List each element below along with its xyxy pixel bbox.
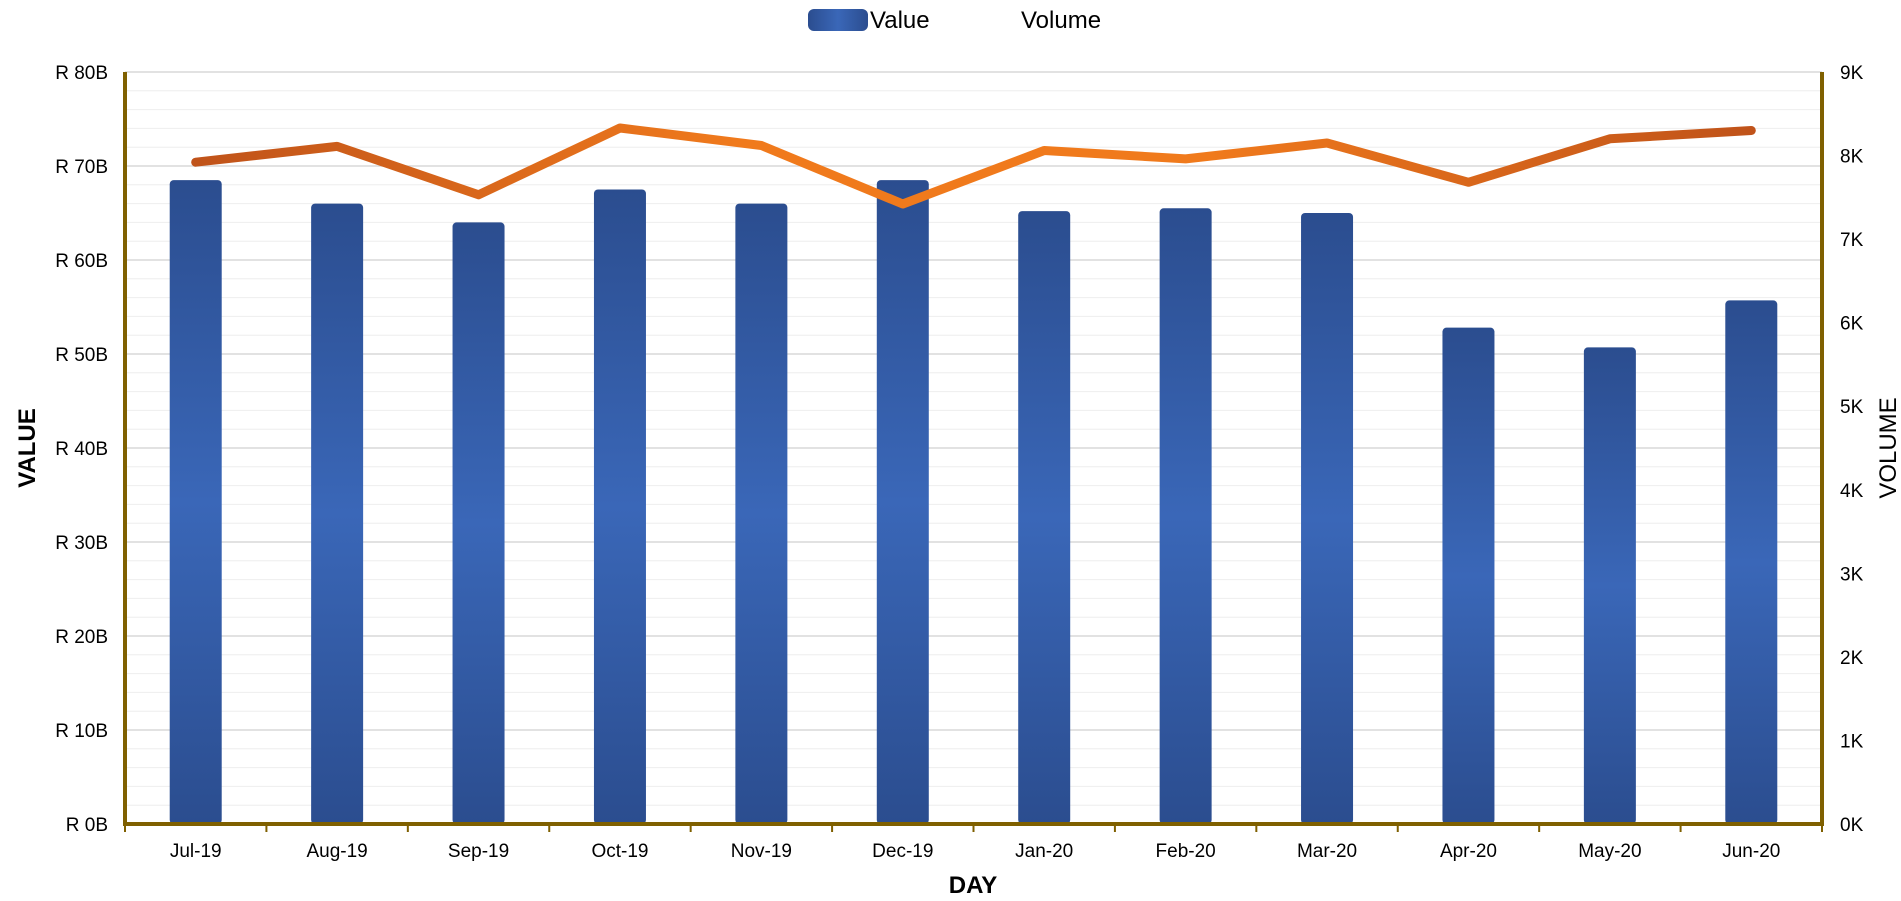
y-tick-label: R 10B xyxy=(55,721,108,742)
x-tick-label: Aug-19 xyxy=(306,841,367,862)
bar-jul-19 xyxy=(169,180,222,825)
y-tick-label: R 30B xyxy=(55,533,108,554)
legend-swatch-value xyxy=(808,9,868,31)
y2-tick-label: 1K xyxy=(1840,731,1864,752)
y-tick-label: R 40B xyxy=(55,439,108,460)
bar-dec-19 xyxy=(876,180,929,825)
y2-tick-label: 4K xyxy=(1840,481,1864,502)
line-series-volume xyxy=(191,123,1756,209)
y2-tick-label: 2K xyxy=(1840,648,1864,669)
axes xyxy=(123,72,1824,832)
y2-tick-label: 5K xyxy=(1840,397,1864,418)
bar-nov-19 xyxy=(735,203,788,825)
legend-label-value: Value xyxy=(870,7,930,34)
x-tick-label: Nov-19 xyxy=(731,841,792,862)
y2-tick-label: 8K xyxy=(1840,147,1864,168)
legend-label-volume: Volume xyxy=(1021,7,1101,34)
y2-tick-label: 0K xyxy=(1840,815,1864,836)
bar-feb-20 xyxy=(1159,208,1212,825)
legend: Value Volume xyxy=(808,7,1101,34)
x-tick-label: Apr-20 xyxy=(1440,841,1497,862)
bar-apr-20 xyxy=(1442,327,1495,824)
x-tick-label: Oct-19 xyxy=(591,841,648,862)
bar-jun-20 xyxy=(1725,300,1778,824)
x-tick-label: Jun-20 xyxy=(1722,841,1780,862)
tick-labels: R 0B R 10B R 20B R 30B R 40B R 50B R 60B R 70B R… xyxy=(55,63,1863,862)
y-tick-label: R 80B xyxy=(55,63,108,84)
volume-line xyxy=(191,123,1756,209)
y2-tick-label: 6K xyxy=(1840,314,1864,335)
y-tick-label: R 50B xyxy=(55,345,108,366)
bar-mar-20 xyxy=(1301,213,1354,824)
y2-tick-label: 3K xyxy=(1840,564,1864,585)
x-tick-label: Jan-20 xyxy=(1015,841,1073,862)
y2-tick-label: 9K xyxy=(1840,63,1864,84)
y-tick-label: R 60B xyxy=(55,251,108,272)
y-axis-title: VALUE xyxy=(14,408,41,488)
x-tick-label: Feb-20 xyxy=(1156,841,1216,862)
x-axis-title: DAY xyxy=(949,872,997,896)
gridlines xyxy=(125,71,1822,806)
y2-axis-title: VOLUME xyxy=(1875,397,1901,498)
bar-aug-19 xyxy=(311,203,364,825)
x-tick-label: Sep-19 xyxy=(448,841,509,862)
bar-sep-19 xyxy=(452,222,505,824)
x-tick-label: Dec-19 xyxy=(872,841,933,862)
bar-jan-20 xyxy=(1018,211,1071,824)
y-tick-label: R 0B xyxy=(66,815,108,836)
y-tick-label: R 70B xyxy=(55,157,108,178)
x-tick-label: Mar-20 xyxy=(1297,841,1357,862)
bar-oct-19 xyxy=(593,189,646,824)
bar-series-value xyxy=(169,180,1778,825)
y-tick-label: R 20B xyxy=(55,627,108,648)
y2-tick-label: 7K xyxy=(1840,230,1864,251)
x-tick-label: May-20 xyxy=(1578,841,1641,862)
x-tick-label: Jul-19 xyxy=(170,841,222,862)
bar-may-20 xyxy=(1583,347,1636,824)
